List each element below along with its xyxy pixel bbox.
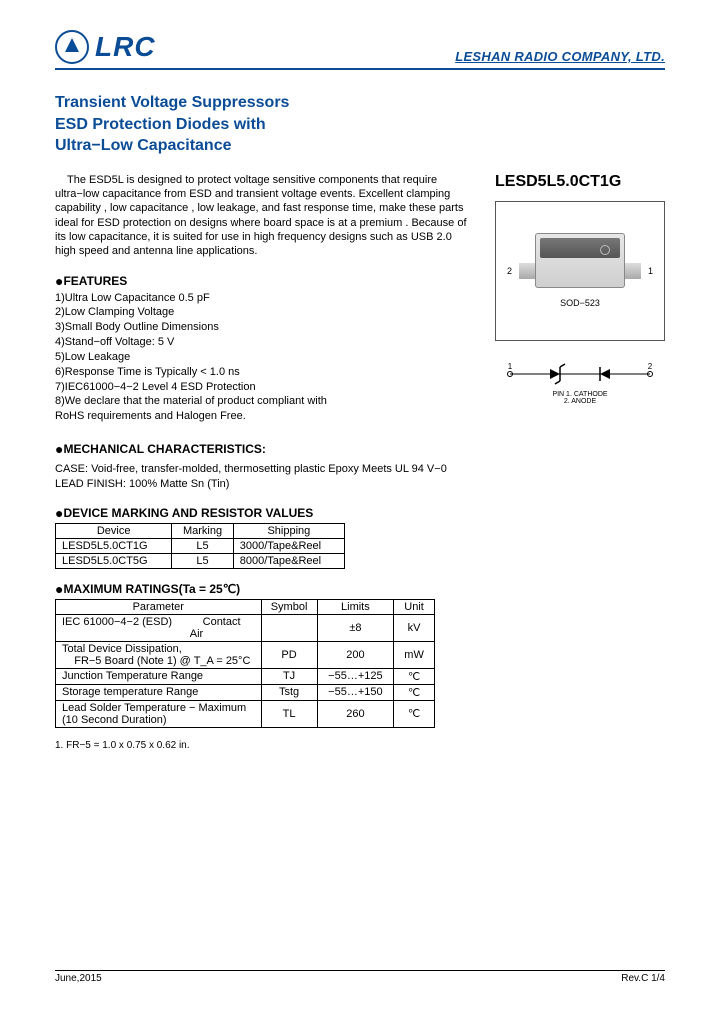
table-cell: TJ <box>261 668 317 684</box>
table-cell: ±8 <box>317 614 394 641</box>
table-header: Limits <box>317 599 394 614</box>
table-cell: 200 <box>317 641 394 668</box>
table-cell: 8000/Tape&Reel <box>233 553 344 568</box>
logo-text: LRC <box>95 31 156 63</box>
title-line: Ultra−Low Capacitance <box>55 135 665 157</box>
table-row: LESD5L5.0CT5G L5 8000/Tape&Reel <box>56 553 345 568</box>
table-row: Storage temperature Range Tstg −55…+150 … <box>56 684 435 700</box>
features-heading-text: FEATURES <box>63 274 127 288</box>
feature-item: 6)Response Time is Typically < 1.0 ns <box>55 365 470 380</box>
table-row: Total Device Dissipation, FR−5 Board (No… <box>56 641 435 668</box>
mechanical-section: ●MECHANICAL CHARACTERISTICS: CASE: Void-… <box>55 440 665 492</box>
title-line: ESD Protection Diodes with <box>55 114 665 136</box>
table-cell: −55…+125 <box>317 668 394 684</box>
feature-item: 3)Small Body Outline Dimensions <box>55 320 470 335</box>
intro-paragraph: The ESD5L is designed to protect voltage… <box>55 173 470 259</box>
part-number: LESD5L5.0CT1G <box>495 173 665 191</box>
package-top <box>540 238 620 258</box>
title-line: Transient Voltage Suppressors <box>55 92 665 114</box>
document-title: Transient Voltage Suppressors ESD Protec… <box>55 92 665 157</box>
logo: LRC <box>55 30 156 64</box>
table-row: Device Marking Shipping <box>56 523 345 538</box>
table-cell: PD <box>261 641 317 668</box>
right-column: LESD5L5.0CT1G 2 1 SOD−523 1 <box>495 173 665 440</box>
table-cell: Lead Solder Temperature − Maximum (10 Se… <box>56 700 262 727</box>
feature-item: 1)Ultra Low Capacitance 0.5 pF <box>55 291 470 306</box>
feature-item: 4)Stand−off Voltage: 5 V <box>55 335 470 350</box>
pin-legend-line: PIN 1. CATHODE <box>495 391 665 399</box>
table-cell: mW <box>394 641 435 668</box>
table-cell: ℃ <box>394 700 435 727</box>
ratings-note: 1. FR−5 = 1.0 x 0.75 x 0.62 in. <box>55 740 665 751</box>
feature-item: 8)We declare that the material of produc… <box>55 394 470 409</box>
svg-text:2: 2 <box>648 362 653 371</box>
table-cell: L5 <box>172 538 233 553</box>
package-mark-icon <box>600 245 610 255</box>
table-cell: 3000/Tape&Reel <box>233 538 344 553</box>
table-cell: TL <box>261 700 317 727</box>
features-heading: ●FEATURES <box>55 273 470 289</box>
ratings-heading: ●MAXIMUM RATINGS(Ta = 25℃) <box>55 581 665 597</box>
table-row: Lead Solder Temperature − Maximum (10 Se… <box>56 700 435 727</box>
package-name: SOD−523 <box>560 298 600 308</box>
feature-item: 7)IEC61000−4−2 Level 4 ESD Protection <box>55 380 470 395</box>
footer-date: June,2015 <box>55 973 102 984</box>
feature-item: 2)Low Clamping Voltage <box>55 305 470 320</box>
package-diagram: 2 1 SOD−523 <box>495 201 665 341</box>
feature-item-indent: RoHS requirements and Halogen Free. <box>55 409 470 424</box>
table-header: Shipping <box>233 523 344 538</box>
table-header: Marking <box>172 523 233 538</box>
page-header: LRC LESHAN RADIO COMPANY, LTD. <box>55 30 665 70</box>
table-cell: ℃ <box>394 668 435 684</box>
logo-icon <box>55 30 89 64</box>
company-name: LESHAN RADIO COMPANY, LTD. <box>455 49 665 64</box>
features-list: 1)Ultra Low Capacitance 0.5 pF 2)Low Cla… <box>55 291 470 425</box>
mechanical-heading: ●MECHANICAL CHARACTERISTICS: <box>55 440 665 460</box>
marking-heading-text: DEVICE MARKING AND RESISTOR VALUES <box>63 506 313 520</box>
table-cell: Tstg <box>261 684 317 700</box>
table-row: IEC 61000−4−2 (ESD) Contact Air ±8 kV <box>56 614 435 641</box>
table-header: Device <box>56 523 172 538</box>
ratings-table: Parameter Symbol Limits Unit IEC 61000−4… <box>55 599 435 728</box>
footer-rev: Rev.C 1/4 <box>621 973 665 984</box>
table-row: Parameter Symbol Limits Unit <box>56 599 435 614</box>
table-cell: IEC 61000−4−2 (ESD) Contact Air <box>56 614 262 641</box>
content-row: The ESD5L is designed to protect voltage… <box>55 173 665 440</box>
marking-heading: ●DEVICE MARKING AND RESISTOR VALUES <box>55 505 665 521</box>
table-cell: L5 <box>172 553 233 568</box>
table-row: Junction Temperature Range TJ −55…+125 ℃ <box>56 668 435 684</box>
pin-legend-line: 2. ANODE <box>495 398 665 406</box>
table-row: LESD5L5.0CT1G L5 3000/Tape&Reel <box>56 538 345 553</box>
package-body <box>535 233 625 288</box>
table-header: Parameter <box>56 599 262 614</box>
diode-symbol-icon: 1 2 <box>505 359 655 389</box>
pin-label: 2 <box>507 266 512 276</box>
table-cell: kV <box>394 614 435 641</box>
page-footer: June,2015 Rev.C 1/4 <box>55 970 665 984</box>
table-cell: −55…+150 <box>317 684 394 700</box>
mechanical-line: CASE: Void-free, transfer-molded, thermo… <box>55 462 665 477</box>
table-header: Symbol <box>261 599 317 614</box>
left-column: The ESD5L is designed to protect voltage… <box>55 173 470 440</box>
pin-legend: PIN 1. CATHODE 2. ANODE <box>495 391 665 406</box>
table-cell: LESD5L5.0CT5G <box>56 553 172 568</box>
table-cell: LESD5L5.0CT1G <box>56 538 172 553</box>
table-cell: Storage temperature Range <box>56 684 262 700</box>
package-lead <box>625 263 641 279</box>
mechanical-heading-text: MECHANICAL CHARACTERISTICS: <box>63 442 265 456</box>
ratings-heading-text: MAXIMUM RATINGS(Ta = 25℃) <box>63 582 240 596</box>
svg-text:1: 1 <box>508 362 513 371</box>
marking-table: Device Marking Shipping LESD5L5.0CT1G L5… <box>55 523 345 569</box>
table-header: Unit <box>394 599 435 614</box>
table-cell <box>261 614 317 641</box>
pin-label: 1 <box>648 266 653 276</box>
table-cell: ℃ <box>394 684 435 700</box>
package-lead <box>519 263 535 279</box>
table-cell: Total Device Dissipation, FR−5 Board (No… <box>56 641 262 668</box>
table-cell: Junction Temperature Range <box>56 668 262 684</box>
feature-item: 5)Low Leakage <box>55 350 470 365</box>
schematic-symbol: 1 2 PIN 1. CATHODE 2. ANODE <box>495 359 665 406</box>
mechanical-line: LEAD FINISH: 100% Matte Sn (Tin) <box>55 477 665 492</box>
table-cell: 260 <box>317 700 394 727</box>
